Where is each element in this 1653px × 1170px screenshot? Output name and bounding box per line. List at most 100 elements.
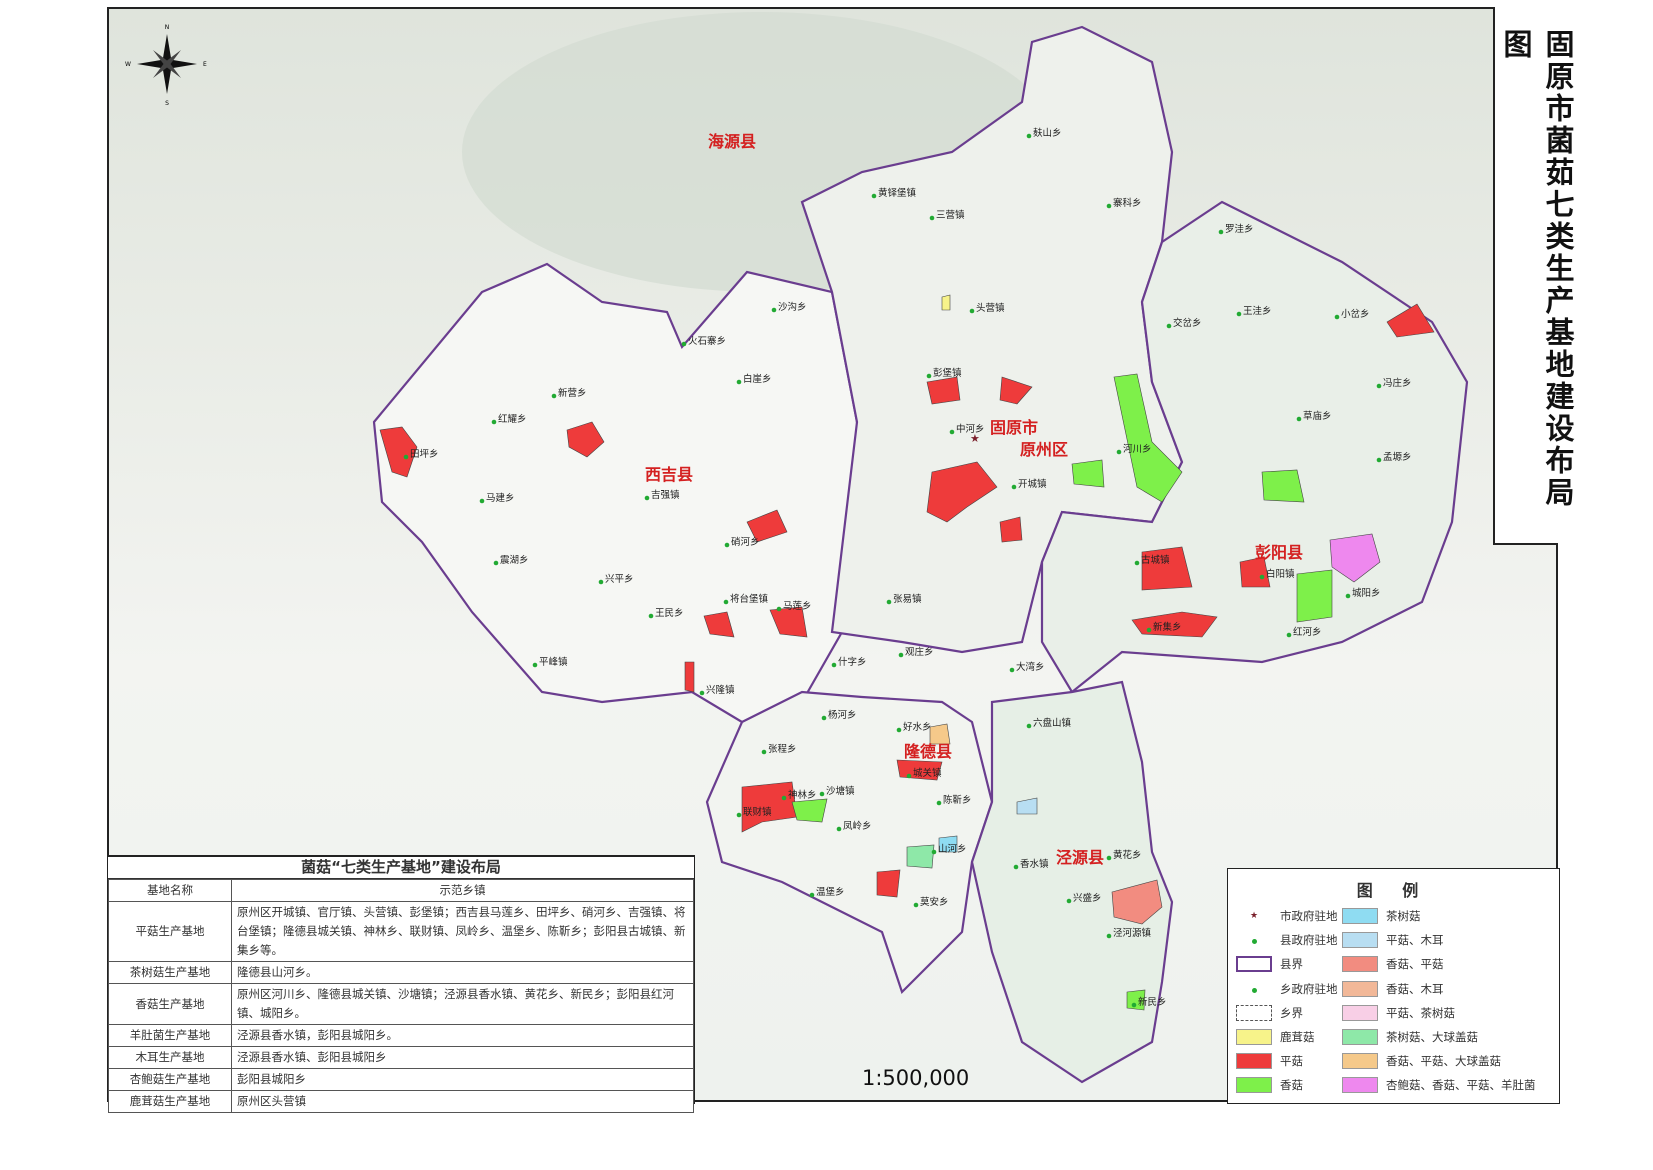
table-row: 平菇生产基地 原州区开城镇、官厅镇、头营镇、彭堡镇；西吉县马莲乡、田坪乡、硝河乡、… [108,901,694,962]
area-pinggu [769,606,808,638]
town-label: 硝河乡 [731,536,760,548]
area-xianggu [1296,569,1333,623]
town-seat-dot [1011,484,1017,490]
legend-label: 香菇 [1280,1078,1303,1093]
legend-title: 图 例 [1356,881,1431,900]
legend-label: 平菇 [1280,1054,1303,1069]
town-seat-dot [1131,1002,1137,1008]
town-seat-dot [699,690,705,696]
color-swatch [1342,1029,1378,1045]
legend-item: 香菇 [1236,1076,1303,1094]
town-seat-dot [1106,933,1112,939]
table-row: 杏鲍菇生产基地 彭阳县城阳乡 [108,1068,694,1091]
town-seat-dot [479,498,485,504]
legend-item: 乡政府驻地 [1236,980,1338,998]
town-label: 孟塬乡 [1383,452,1412,463]
town-seat-dot [1009,667,1015,673]
area-xianggu [1113,373,1183,503]
base-towns: 原州区河川乡、隆德县城关镇、沙塘镇；泾源县香水镇、黄花乡、新民乡；彭阳县红河镇、… [231,983,694,1025]
town-seat-dot [906,773,912,779]
county-label: 西吉县 [645,465,693,484]
table-row: 木耳生产基地 泾源县香水镇、彭阳县城阳乡 [108,1046,694,1069]
town-seat-dot [949,429,955,435]
legend-label: 市政府驻地 [1280,909,1338,923]
township-boundary-swatch [1236,1004,1272,1021]
legend-item: 香菇、木耳 [1342,980,1444,998]
county-label: 固原市 [990,418,1038,437]
town-seat-dot [491,419,497,425]
town-seat-dot [1013,864,1019,870]
town-label: 什字乡 [838,656,867,668]
legend-item: 杏鲍菇、香菇、平菇、羊肚菌 [1342,1076,1536,1094]
town-label: 新集乡 [1153,621,1182,633]
legend-label: 乡政府驻地 [1280,981,1338,996]
town-label: 马莲乡 [783,600,812,612]
compass-s: S [165,100,169,107]
town-label: 红河乡 [1293,626,1322,638]
town-seat-dot [681,341,687,347]
base-name: 鹿茸菇生产基地 [108,1090,232,1113]
town-seat-dot [736,379,742,385]
town-label: 田坪乡 [410,448,439,460]
town-label: 新营乡 [558,387,587,399]
town-label: 兴平乡 [605,574,634,585]
town-seat-dot [1106,855,1112,861]
county-label: 彭阳县 [1255,543,1303,562]
legend-label: 县界 [1280,957,1303,972]
legend-item: 县政府驻地 [1236,931,1338,949]
area-pinggu [741,781,798,833]
legend-label: 茶树菇、大球盖菇 [1386,1030,1478,1044]
area-xianggu [1261,469,1305,503]
town-seat-dot [761,749,767,755]
area-pinggu [926,461,998,523]
town-seat-dot [1376,457,1382,463]
city-seat-star-icon: ★ [970,432,980,445]
town-seat-dot [1166,323,1172,329]
area-lurongu [941,294,951,311]
town-seat-dot [1146,627,1152,633]
area-pinggu [1141,546,1193,591]
area-pinggu [876,869,901,898]
town-seat-dot [931,849,937,855]
area-pinggu [1386,303,1435,338]
town-seat-dot [551,393,557,399]
town-seat-dot [836,826,842,832]
town-label: 陈靳乡 [943,794,972,806]
table-row: 鹿茸菇生产基地 原州区头营镇 [108,1090,694,1113]
area-pinggu [703,611,735,638]
town-seat-dot [896,727,902,733]
color-swatch [1342,956,1378,973]
legend-label: 县政府驻地 [1280,933,1338,948]
legend-item: 平菇 [1236,1052,1303,1070]
town-label: 黄花乡 [1113,849,1142,861]
town-label: 兴盛乡 [1073,892,1102,904]
table-row: 羊肚菌生产基地 泾源县香水镇，彭阳县城阳乡。 [108,1024,694,1047]
legend-label: 香菇、平菇、大球盖菇 [1386,1054,1501,1069]
legend-item: 茶树菇、大球盖菇 [1342,1028,1478,1046]
town-label: 城阳乡 [1352,588,1381,599]
legend-label: 乡界 [1280,1005,1303,1020]
town-label: 观庄乡 [905,646,934,658]
town-seat-dot [1116,449,1122,455]
area-xingbaogu [1329,533,1381,583]
county-xiji [372,262,864,724]
table-title: 菌菇“七类生产基地”建设布局 [108,857,694,879]
header-towns: 示范乡镇 [231,879,694,902]
town-seat-dot [1345,593,1351,599]
town-label: 白崖乡 [743,373,772,385]
base-name: 香菇生产基地 [108,983,232,1025]
town-label: 交岔乡 [1173,317,1202,329]
town-label: 三营镇 [936,209,965,221]
town-seat-dot [1066,898,1072,904]
base-layout-table: 菌菇“七类生产基地”建设布局 基地名称 示范乡镇 平菇生产基地 原州区开城镇、官厅… [108,855,695,1113]
legend-item: 鹿茸菇 [1236,1028,1315,1046]
town-label: 王民乡 [655,608,684,619]
legend: 图 例 ★ 市政府驻地 县政府驻地 县界 乡政府驻地 乡界 鹿茸菇 平菇 香菇 茶树菇 平菇、木耳香… [1227,868,1560,1104]
legend-item: 平菇、木耳 [1342,931,1444,949]
area-xianggu [1071,459,1105,488]
legend-label: 鹿茸菇 [1280,1030,1315,1044]
table-row: 香菇生产基地 原州区河川乡、隆德县城关镇、沙塘镇；泾源县香水镇、黄花乡、新民乡；彭… [108,983,694,1025]
town-label: 莫安乡 [920,896,949,908]
